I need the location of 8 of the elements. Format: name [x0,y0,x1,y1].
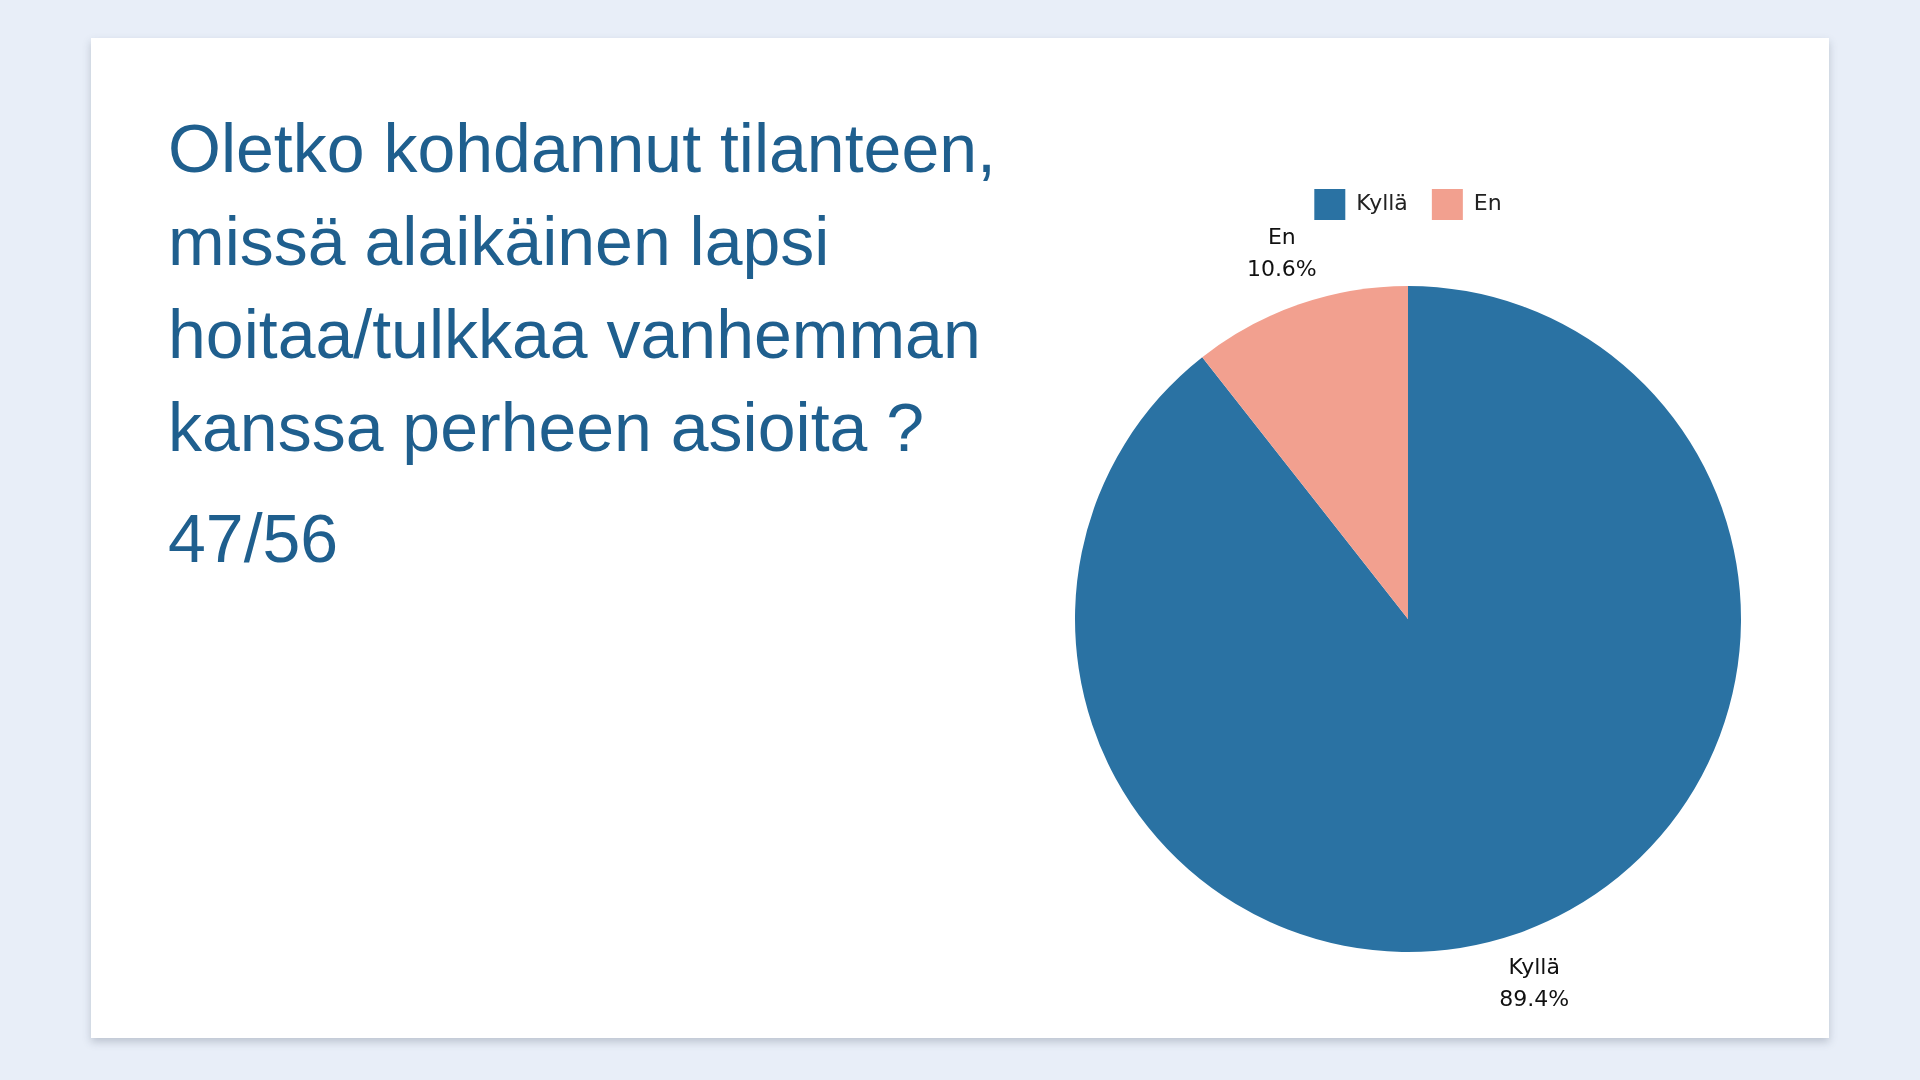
legend-label: En [1473,190,1502,216]
slice-label: Kyllä [1508,953,1560,979]
slice-label: En [1267,223,1296,249]
data-label: 89.4% [1499,985,1570,1011]
text: 47/56 [168,499,339,578]
text: Oletko kohdannut tilanteen, missä alaikäinen lapsi hoitaa/tulkkaa vanhemman kanssa perheen asioita ? [168,109,997,467]
data-label: 10.6% [1246,255,1317,281]
legend-label: Kyllä [1356,190,1408,216]
